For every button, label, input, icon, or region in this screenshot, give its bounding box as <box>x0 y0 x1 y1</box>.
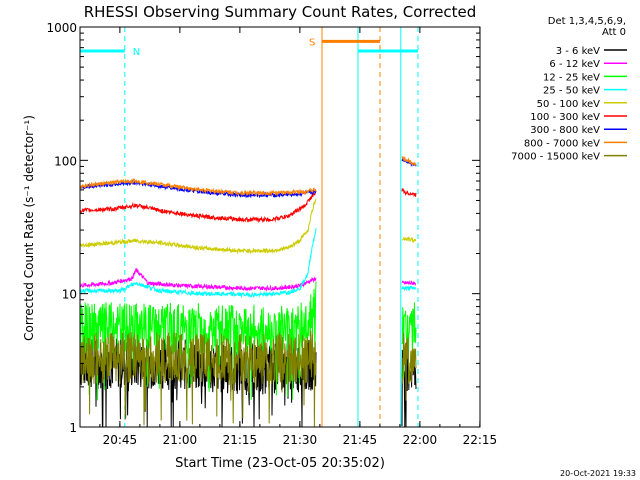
series-line-3-segment-0 <box>79 228 317 299</box>
series-line-5-segment-1 <box>401 187 417 198</box>
series-line-3-segment-1 <box>401 285 417 292</box>
legend-label-4: 50 - 100 keV <box>537 99 601 110</box>
series-line-4-segment-0 <box>79 198 317 255</box>
y-tick-label-1: 10 <box>62 288 77 302</box>
series-line-5-segment-0 <box>79 188 317 224</box>
legend-label-3: 25 - 50 keV <box>543 86 600 97</box>
series-line-1-segment-1 <box>401 279 417 286</box>
series-line-8-segment-0 <box>79 330 317 428</box>
legend-title-line-1: Att 0 <box>602 27 626 38</box>
legend: Det 1,3,4,5,6,9,Att 03 - 6 keV 6 - 12 keV… <box>511 16 627 163</box>
series-line-4-segment-1 <box>402 235 417 243</box>
legend-label-5: 100 - 300 keV <box>530 112 600 123</box>
x-axis-label: Start Time (23-Oct-05 20:35:02) <box>175 456 385 471</box>
night-label: N <box>133 47 140 58</box>
x-tick-label-2: 21:15 <box>223 433 258 447</box>
timestamp-footer: 20-Oct-2021 19:33 <box>560 469 636 478</box>
x-tick-label-5: 22:00 <box>403 433 438 447</box>
series-line-8-segment-1 <box>401 332 417 401</box>
axes: 20:45 21:00 21:15 21:30 21:45 22:00 22:15 1 10 10… <box>46 21 497 447</box>
legend-label-6: 300 - 800 keV <box>530 125 600 136</box>
x-tick-label-6: 22:15 <box>463 433 498 447</box>
x-tick-label-3: 21:30 <box>283 433 318 447</box>
series-line-2-segment-1 <box>401 302 417 378</box>
series-line-6-segment-0 <box>79 179 317 199</box>
y-tick-label-2: 100 <box>54 154 77 168</box>
legend-label-7: 800 - 7000 keV <box>524 138 600 149</box>
legend-label-8: 7000 - 15000 keV <box>511 152 600 163</box>
y-tick-label-0: 1 <box>69 421 77 435</box>
legend-title-line-0: Det 1,3,4,5,6,9, <box>548 16 626 27</box>
legend-label-2: 12 - 25 keV <box>543 72 600 83</box>
x-tick-label-0: 20:45 <box>103 433 138 447</box>
chart-title: RHESSI Observing Summary Count Rates, Co… <box>84 3 477 21</box>
y-axis-label: Corrected Count Rate (s⁻¹ detector⁻¹) <box>22 115 36 341</box>
series-line-7-segment-0 <box>79 177 317 197</box>
y-tick-label-3: 1000 <box>46 21 77 35</box>
series-line-1-segment-0 <box>79 267 317 293</box>
x-tick-label-4: 21:45 <box>343 433 378 447</box>
series-line-7-segment-1 <box>401 156 417 167</box>
series-group <box>79 156 417 428</box>
legend-label-0: 3 - 6 keV <box>556 46 600 57</box>
legend-label-1: 6 - 12 keV <box>549 59 600 70</box>
saa-label: S <box>309 37 315 48</box>
x-tick-label-1: 21:00 <box>163 433 198 447</box>
